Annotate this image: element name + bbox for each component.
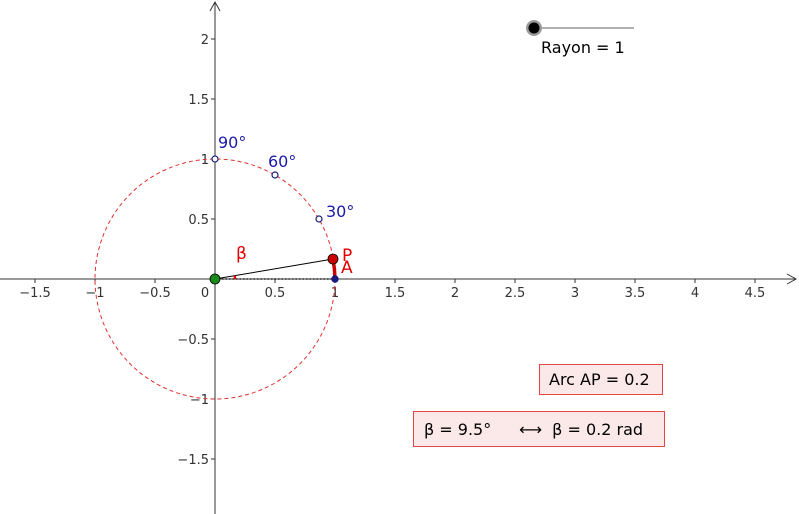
x-tick-label: 1.5 bbox=[385, 286, 406, 301]
x-axis-ticks: −1.5 −1 −0.5 0 0.5 1 1.5 2 2.5 3 3.5 4 4.5 bbox=[19, 279, 765, 301]
x-tick-label: 1 bbox=[331, 286, 339, 301]
angle-conversion-box: β = 9.5° ⟷ β = 0.2 rad bbox=[413, 411, 665, 447]
x-tick-label: 2.5 bbox=[505, 286, 526, 301]
x-tick-label: 3 bbox=[571, 286, 579, 301]
x-tick-label: 2 bbox=[451, 286, 459, 301]
marker-60-label: 60° bbox=[268, 152, 296, 171]
angle-radians-text: β = 0.2 rad bbox=[552, 419, 644, 439]
x-tick-label: −0.5 bbox=[139, 286, 171, 301]
y-tick-label: −0.5 bbox=[177, 333, 209, 348]
y-tick-label: 2 bbox=[201, 33, 209, 48]
y-tick-label: 0.5 bbox=[188, 213, 209, 228]
point-a-label: A bbox=[341, 258, 353, 278]
rayon-slider-knob[interactable] bbox=[528, 22, 540, 34]
marker-60-point[interactable] bbox=[271, 171, 279, 179]
arc-length-text: Arc AP = 0.2 bbox=[549, 370, 650, 389]
y-tick-label: 1.5 bbox=[188, 93, 209, 108]
x-tick-label: −1 bbox=[85, 286, 104, 301]
x-axis-arrow bbox=[786, 273, 798, 285]
x-tick-label: 0.5 bbox=[265, 286, 286, 301]
x-tick-label: 3.5 bbox=[625, 286, 646, 301]
y-tick-label: −1 bbox=[190, 393, 209, 408]
arc-length-box: Arc AP = 0.2 bbox=[539, 364, 663, 395]
angle-degrees-text: β = 9.5° bbox=[424, 419, 492, 439]
x-tick-label: 4 bbox=[691, 286, 699, 301]
point-p-label: P bbox=[342, 246, 352, 266]
y-axis-ticks: 2 1.5 1 0.5 −0.5 −1 −1.5 bbox=[177, 33, 215, 468]
point-a[interactable] bbox=[331, 275, 339, 283]
beta-label: β bbox=[236, 244, 247, 264]
x-tick-label: 4.5 bbox=[745, 286, 766, 301]
marker-30-point[interactable] bbox=[315, 215, 323, 223]
double-arrow-icon: ⟷ bbox=[519, 419, 543, 439]
marker-30-label: 30° bbox=[326, 202, 354, 221]
rayon-slider-label: Rayon = 1 bbox=[541, 38, 625, 57]
marker-90-label: 90° bbox=[218, 133, 246, 152]
x-tick-label: 0 bbox=[201, 286, 209, 301]
x-tick-label: −1.5 bbox=[19, 286, 51, 301]
segment-op bbox=[214, 258, 334, 280]
marker-90-point[interactable] bbox=[211, 155, 219, 163]
y-axis-arrow bbox=[209, 0, 221, 12]
y-tick-label: −1.5 bbox=[177, 453, 209, 468]
origin-point[interactable] bbox=[209, 273, 221, 285]
point-p[interactable] bbox=[327, 253, 339, 265]
y-tick-label: 1 bbox=[201, 153, 209, 168]
